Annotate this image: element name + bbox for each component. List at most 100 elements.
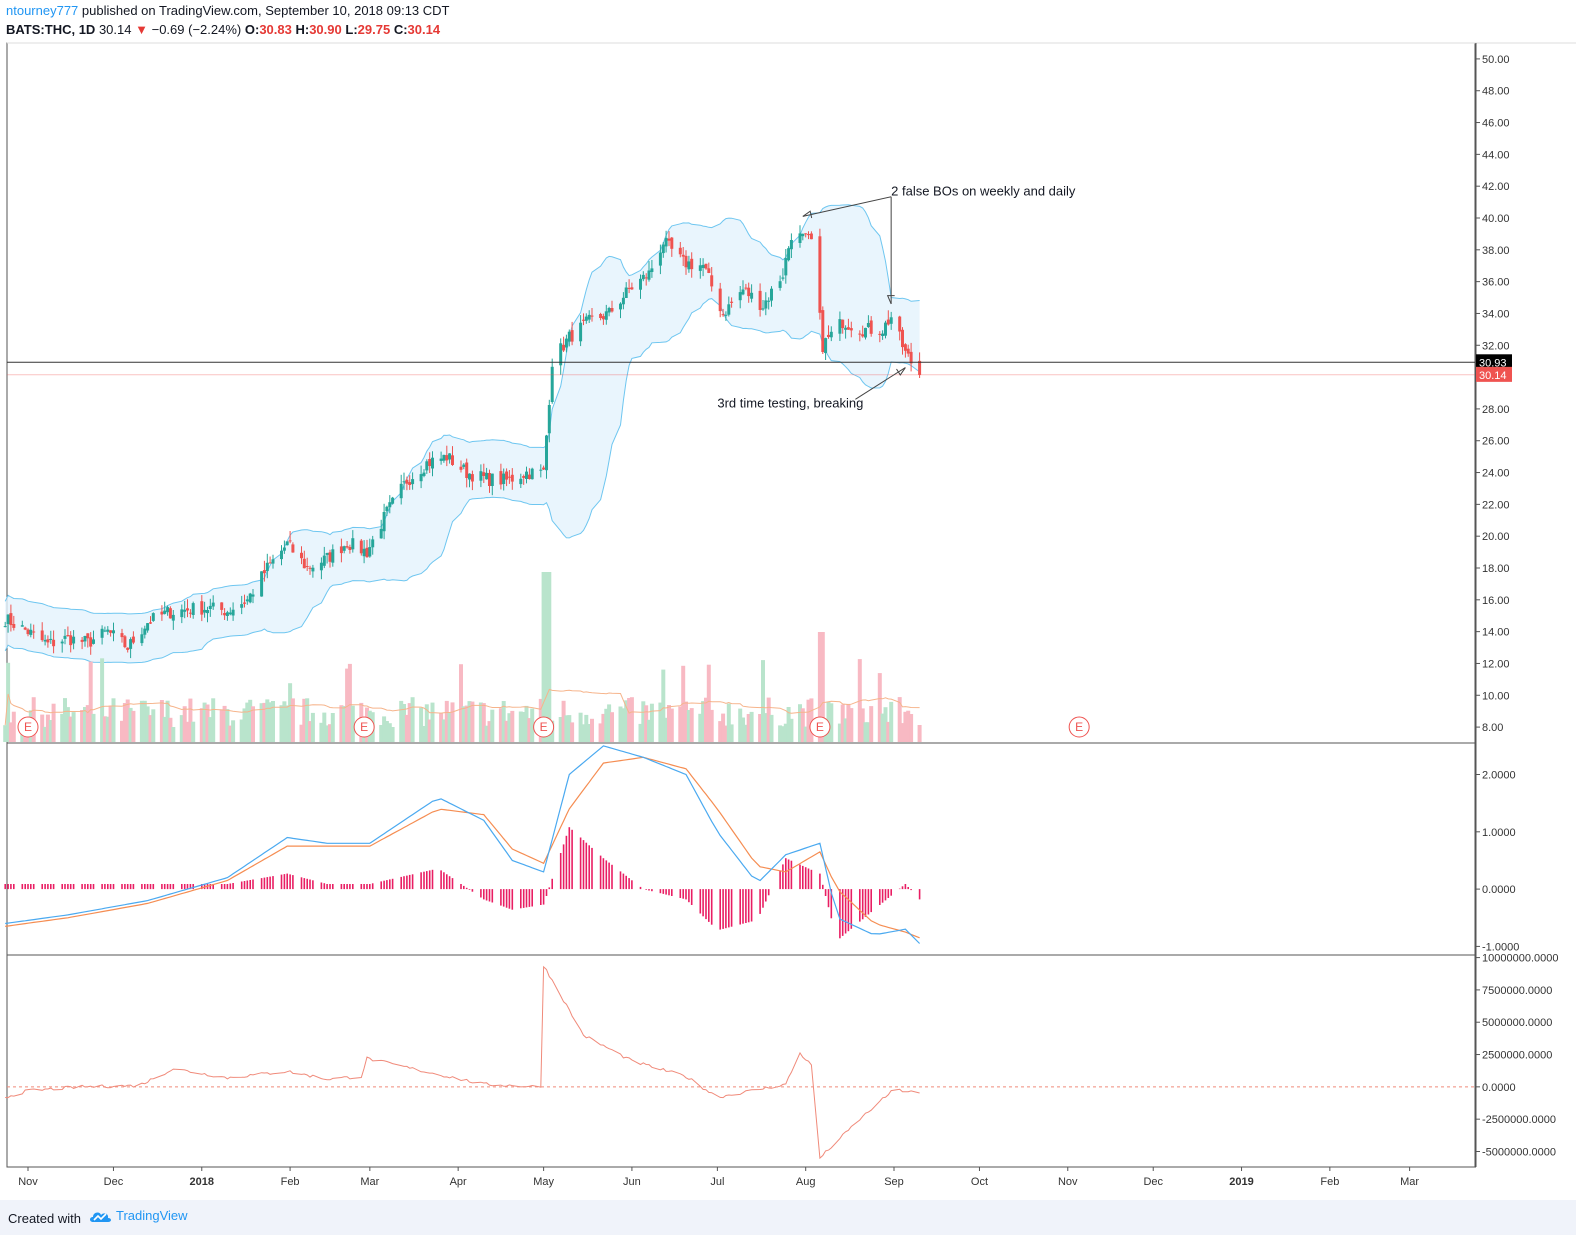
- low-value: 29.75: [357, 22, 391, 37]
- candle-body: [448, 453, 452, 460]
- volume-bar: [587, 724, 592, 742]
- volume-bar: [641, 701, 646, 742]
- candle-body: [112, 630, 115, 634]
- candle-body: [507, 476, 511, 478]
- volume-bar: [780, 726, 785, 742]
- close-label: C:: [393, 22, 408, 37]
- time-tick-label: Jul: [710, 1176, 724, 1188]
- candle-body: [308, 567, 312, 569]
- candle-body: [265, 562, 269, 572]
- axes: 50.00 48.00 46.00 44.00 42.00 40.00 38.00 36.00…: [18, 54, 1558, 1188]
- volume-bar: [245, 702, 250, 742]
- candle-body: [781, 277, 785, 279]
- price-tick-label: 44.00: [1482, 149, 1510, 161]
- candle-body: [385, 506, 389, 512]
- time-tick-label: Dec: [1143, 1176, 1163, 1188]
- volume-bar: [228, 725, 233, 742]
- volume-bar: [410, 697, 415, 742]
- candle-body: [530, 468, 534, 480]
- volume-bar: [285, 705, 290, 742]
- candle-body: [858, 333, 862, 335]
- candle-body: [180, 609, 184, 618]
- volume-bar: [869, 706, 874, 742]
- volume-bar: [8, 722, 13, 742]
- volume-bar: [561, 700, 566, 742]
- volume-bar: [450, 702, 455, 742]
- candle-body: [707, 268, 711, 273]
- annotation-breaking: 3rd time testing, breaking: [717, 395, 863, 410]
- volume-bar: [45, 714, 50, 742]
- volume-bar: [131, 710, 136, 742]
- candle-body: [20, 625, 24, 627]
- macd-tick-label: 2.0000: [1482, 770, 1516, 782]
- candle-body: [741, 289, 745, 295]
- price-tick-label: 40.00: [1482, 213, 1510, 225]
- volume-bar: [125, 699, 130, 742]
- symbol-label: BATS:THC, 1D: [6, 22, 96, 37]
- candle-body: [644, 277, 648, 279]
- volume-bar: [308, 721, 312, 742]
- volume-bar: [179, 715, 184, 742]
- last-price-label: 30.14: [1479, 370, 1507, 382]
- volume-bar: [886, 721, 891, 742]
- volume-bar: [570, 722, 575, 742]
- candle-body: [186, 608, 189, 611]
- volume-bar: [122, 703, 127, 742]
- candle-body: [328, 552, 332, 562]
- candle-body: [245, 599, 249, 602]
- volume-bar: [729, 724, 734, 742]
- volume-bar: [83, 707, 87, 742]
- volume-bar: [498, 708, 503, 742]
- volume-bar: [667, 705, 671, 742]
- volume-bar: [3, 725, 8, 742]
- candle-body: [168, 608, 172, 619]
- volume-bar: [139, 700, 144, 742]
- volume-bar: [330, 713, 335, 742]
- candle-body: [488, 473, 491, 486]
- candle-body: [846, 327, 850, 330]
- volume-bar: [761, 660, 765, 742]
- candle-body: [881, 333, 885, 336]
- candle-body: [821, 310, 825, 352]
- volume-bar: [837, 723, 842, 742]
- earnings-marker: E: [1075, 720, 1083, 734]
- volume-bar: [268, 702, 273, 742]
- volume-bar: [758, 714, 763, 742]
- candle-body: [818, 236, 822, 313]
- candle-body: [567, 331, 571, 342]
- volume-bar: [102, 716, 107, 742]
- volume-bar: [504, 720, 509, 742]
- candle-body: [903, 344, 907, 351]
- tradingview-logo[interactable]: TradingView: [88, 1207, 188, 1224]
- time-tick-label: Apr: [450, 1176, 467, 1188]
- candle-body: [183, 609, 187, 612]
- candle-body: [140, 634, 144, 644]
- candle-body: [365, 547, 369, 558]
- candle-body: [827, 334, 830, 337]
- created-with-label: Created with: [8, 1211, 81, 1226]
- volume-bar: [63, 698, 67, 742]
- volume-bar: [105, 716, 110, 742]
- candle-body: [92, 639, 95, 644]
- candle-body: [305, 566, 309, 567]
- candle-body: [724, 314, 728, 316]
- candle-body: [251, 594, 255, 597]
- volume-bar: [846, 703, 851, 742]
- candle-body: [470, 474, 474, 482]
- candle-body: [866, 323, 870, 327]
- author-link[interactable]: ntourney777: [6, 3, 79, 18]
- candle-body: [770, 288, 773, 301]
- candle-body: [841, 319, 845, 329]
- candle-body: [49, 638, 53, 640]
- volume-bar: [262, 702, 267, 742]
- volume-bar: [231, 720, 236, 742]
- candle-body: [861, 334, 865, 337]
- candle-body: [744, 287, 748, 289]
- volume-bar: [766, 697, 771, 742]
- candle-body: [721, 314, 725, 316]
- candle-body: [131, 636, 135, 643]
- volume-bar: [863, 722, 868, 742]
- candle-body: [579, 322, 583, 342]
- candle-body: [285, 541, 289, 546]
